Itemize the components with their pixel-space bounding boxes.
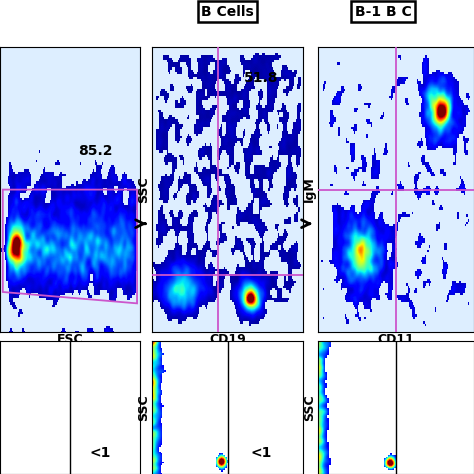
Y-axis label: SSC: SSC: [137, 394, 150, 421]
Text: 51.8: 51.8: [244, 71, 278, 84]
Text: 85.2: 85.2: [78, 145, 112, 158]
Y-axis label: SSC: SSC: [303, 394, 316, 421]
Text: B Cells: B Cells: [201, 5, 254, 19]
Text: B-1 B C: B-1 B C: [355, 5, 411, 19]
Y-axis label: SSC: SSC: [137, 176, 150, 203]
Y-axis label: IgM: IgM: [303, 177, 316, 202]
Text: <1: <1: [250, 446, 272, 460]
X-axis label: CD19: CD19: [209, 333, 246, 346]
X-axis label: FSC: FSC: [56, 333, 83, 346]
Text: <1: <1: [90, 446, 111, 460]
X-axis label: CD11: CD11: [377, 333, 414, 346]
